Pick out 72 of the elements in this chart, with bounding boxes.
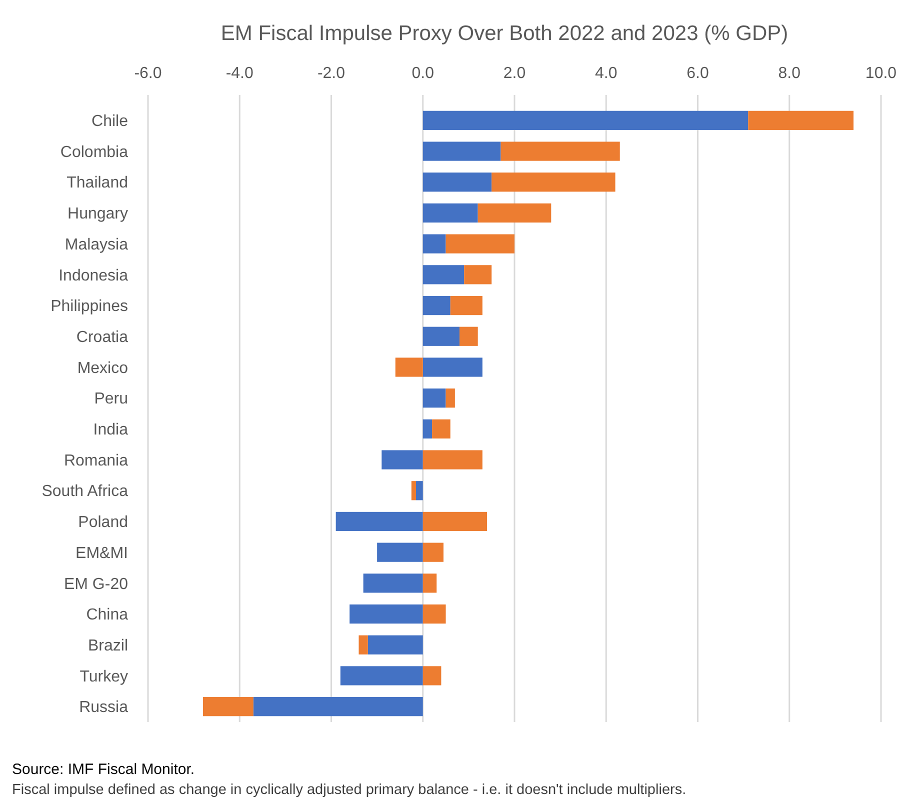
y-tick-label: Indonesia bbox=[58, 267, 128, 284]
bar bbox=[464, 265, 492, 284]
bar bbox=[422, 604, 446, 624]
y-tick-label: Thailand bbox=[66, 174, 128, 192]
bar bbox=[416, 481, 423, 500]
bar bbox=[377, 542, 423, 562]
bar bbox=[422, 574, 437, 593]
bar bbox=[350, 604, 423, 624]
x-tick-label: 4.0 bbox=[595, 65, 618, 82]
bar bbox=[422, 358, 482, 377]
bar bbox=[363, 574, 423, 593]
y-tick-label: Colombia bbox=[60, 144, 128, 161]
bar bbox=[446, 388, 455, 408]
bar bbox=[492, 172, 616, 192]
bar bbox=[422, 203, 478, 223]
y-tick-label: Mexico bbox=[77, 360, 128, 377]
bar bbox=[422, 296, 450, 316]
bar bbox=[395, 358, 423, 377]
bar bbox=[382, 450, 423, 470]
chart-title: EM Fiscal Impulse Proxy Over Both 2022 and 2023 (% GDP) bbox=[220, 22, 788, 45]
y-tick-label: Turkey bbox=[80, 668, 128, 686]
bar bbox=[202, 697, 254, 716]
text: Fiscal impulse defined as change in cyclically adjusted primary balance - i.e. it doesn't include multipliers. bbox=[12, 782, 686, 798]
y-tick-label: South Africa bbox=[42, 483, 128, 500]
x-tick-label: 0.0 bbox=[412, 65, 434, 82]
bar bbox=[432, 419, 450, 438]
bar bbox=[478, 203, 552, 223]
bar bbox=[422, 110, 748, 130]
y-tick-label: Poland bbox=[78, 514, 128, 532]
bar bbox=[253, 697, 423, 716]
bar bbox=[422, 666, 442, 686]
y-tick-label: Brazil bbox=[88, 637, 128, 654]
y-tick-label: EM G-20 bbox=[64, 576, 128, 593]
y-tick-label: India bbox=[93, 422, 128, 439]
bar bbox=[422, 142, 501, 161]
bar bbox=[358, 635, 368, 654]
bar bbox=[422, 234, 446, 254]
bar bbox=[450, 296, 482, 316]
x-tick-label: 2.0 bbox=[503, 65, 526, 82]
x-tick-label: -2.0 bbox=[317, 65, 346, 82]
x-tick-label: 8.0 bbox=[778, 65, 801, 82]
bar bbox=[422, 388, 446, 408]
y-tick-label: Romania bbox=[64, 452, 128, 470]
y-tick-label: Croatia bbox=[76, 328, 128, 346]
x-tick-label: 6.0 bbox=[686, 65, 709, 82]
bar bbox=[411, 481, 416, 500]
source-note: Source: IMF Fiscal Monitor. bbox=[12, 761, 195, 778]
y-tick-label: Peru bbox=[94, 390, 128, 408]
y-tick-label: China bbox=[86, 606, 128, 624]
bar bbox=[748, 110, 854, 130]
bar bbox=[422, 450, 482, 470]
y-tick-label: EM&MI bbox=[76, 544, 128, 562]
x-tick-label: -6.0 bbox=[134, 65, 162, 82]
bar bbox=[422, 419, 432, 438]
y-tick-label: Hungary bbox=[68, 206, 128, 223]
x-tick-label: 10.0 bbox=[865, 65, 897, 82]
x-tick-label: -4.0 bbox=[226, 65, 254, 82]
bar bbox=[446, 234, 514, 254]
bar bbox=[336, 512, 423, 532]
bar bbox=[422, 326, 460, 346]
bar bbox=[422, 512, 488, 532]
bar bbox=[340, 666, 423, 686]
bar bbox=[422, 172, 492, 192]
y-tick-label: Chile bbox=[92, 113, 128, 130]
bar bbox=[422, 542, 444, 562]
y-tick-label: Russia bbox=[79, 699, 128, 716]
y-tick-label: Philippines bbox=[50, 298, 128, 316]
bar bbox=[422, 265, 464, 284]
bar bbox=[368, 635, 423, 654]
bar bbox=[500, 142, 620, 161]
y-tick-label: Malaysia bbox=[64, 236, 128, 254]
bar bbox=[460, 326, 478, 346]
